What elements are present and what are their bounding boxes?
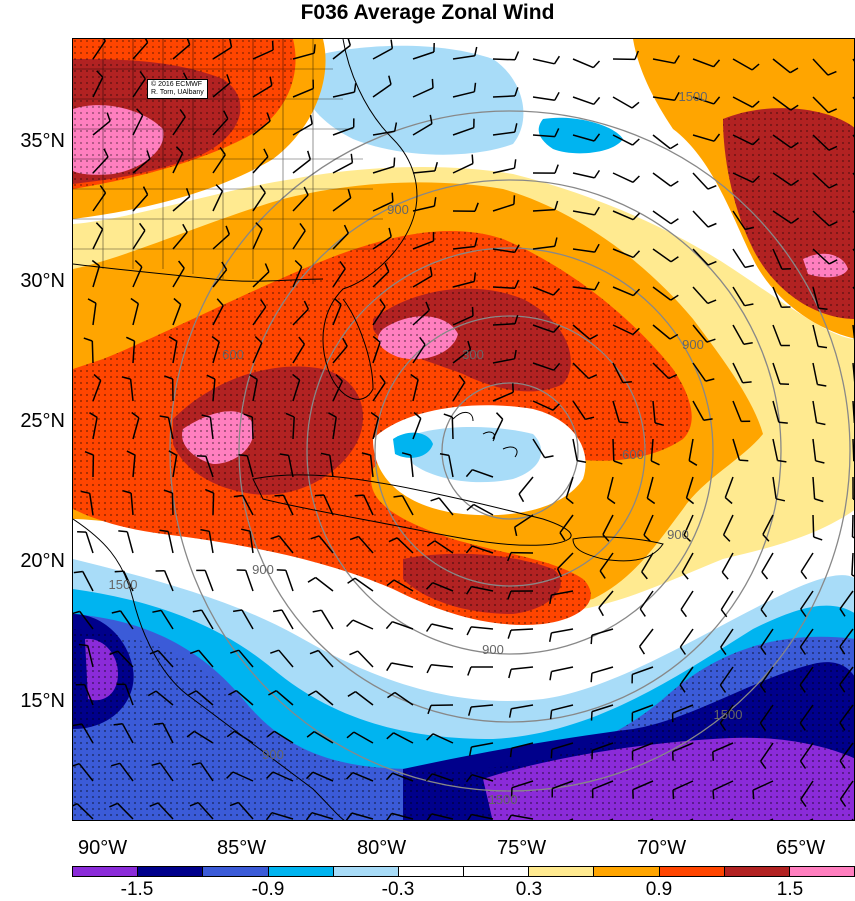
- wind-barb-flag: [592, 712, 593, 721]
- lon-label-75: 75°W: [497, 837, 546, 860]
- colorbar-segment-10: [660, 867, 725, 876]
- wind-barb-flag: [514, 195, 515, 204]
- wind-barb-flag: [154, 723, 163, 724]
- lon-label-80: 80°W: [357, 837, 406, 860]
- lon-label-85: 85°W: [217, 837, 266, 860]
- colorbar-segment-5: [334, 867, 399, 876]
- colorbar-segment-7: [464, 867, 529, 876]
- wind-barb-flag: [472, 155, 473, 164]
- colorbar-segment-1: [73, 867, 138, 876]
- wind-barb-flag: [355, 495, 364, 496]
- wind-barb-flag: [623, 382, 632, 383]
- colorbar-segment-2: [138, 867, 203, 876]
- zonal-wind-map: 1500 900 600 300 900 900 900 1500 1500 900 1500 900…: [73, 39, 855, 821]
- contour-label: 900: [252, 562, 274, 577]
- colorbar-segment-12: [790, 867, 854, 876]
- wind-barb-flag: [314, 44, 315, 53]
- wind-barb-staff: [172, 493, 173, 515]
- colorbar-segment-6: [399, 867, 464, 876]
- wind-barb-flag: [779, 422, 788, 423]
- wind-barb-staff: [92, 341, 93, 363]
- contour-label: 900: [667, 527, 689, 542]
- contour-label: 1500: [489, 792, 518, 807]
- wind-barb-staff: [452, 417, 453, 439]
- wind-barb-staff: [613, 439, 614, 461]
- lat-label-35: 35°N: [0, 130, 65, 153]
- wind-barb-staff: [493, 59, 515, 60]
- wind-barb-flag: [473, 307, 474, 316]
- contour-label: 1500: [679, 89, 708, 104]
- wind-barb-flag: [394, 158, 395, 167]
- contour-label: 900: [387, 202, 409, 217]
- lat-label-30: 30°N: [0, 270, 65, 293]
- wind-barb-flag: [591, 673, 592, 682]
- wind-barb-flag: [739, 460, 748, 461]
- contour-label: 900: [262, 747, 284, 762]
- wind-barb-flag: [713, 752, 714, 761]
- lat-label-20: 20°N: [0, 550, 65, 573]
- wind-barb-flag: [551, 749, 552, 758]
- wind-barb-flag: [753, 790, 754, 799]
- colorbar-label-3: -0.3: [382, 879, 415, 901]
- lat-label-25: 25°N: [0, 410, 65, 433]
- wind-barb-flag: [392, 193, 393, 202]
- wind-barb-flag: [713, 790, 714, 799]
- contour-label: 600: [622, 447, 644, 462]
- colorbar-label-6: 1.5: [777, 879, 803, 901]
- wind-barb-staff: [853, 439, 854, 461]
- wind-barb-flag: [432, 79, 433, 88]
- wind-barb-flag: [619, 422, 628, 423]
- wind-barb-flag: [115, 571, 124, 572]
- wind-barb-staff: [252, 417, 253, 439]
- wind-barb-staff: [213, 493, 214, 515]
- contour-label: 900: [682, 337, 704, 352]
- lon-label-70: 70°W: [637, 837, 686, 860]
- lat-label-15: 15°N: [0, 690, 65, 713]
- colorbar-segment-4: [269, 867, 334, 876]
- lon-label-90: 90°W: [78, 837, 127, 860]
- lon-label-65: 65°W: [776, 837, 825, 860]
- map-title: F036 Average Zonal Wind: [0, 0, 855, 26]
- colorbar-segment-9: [594, 867, 659, 876]
- colorbar-segment-8: [529, 867, 594, 876]
- colorbar-label-2: -0.9: [252, 879, 285, 901]
- contour-label: 1500: [109, 577, 138, 592]
- contour-label: 1500: [714, 707, 743, 722]
- map-panel[interactable]: © 2016 ECMWF R. Torn, UAlbany: [72, 38, 855, 821]
- wind-barb-flag: [238, 455, 247, 456]
- credit-box: © 2016 ECMWF R. Torn, UAlbany: [147, 79, 208, 99]
- credit-line-1: © 2016 ECMWF: [151, 81, 204, 89]
- wind-barb-flag: [551, 710, 552, 719]
- wind-barb-flag: [743, 382, 752, 383]
- contour-label: 900: [482, 642, 504, 657]
- contour-label: 600: [222, 347, 244, 362]
- wind-barb-flag: [591, 635, 592, 644]
- wind-barb-flag: [315, 495, 324, 496]
- wind-barb-flag: [118, 531, 127, 532]
- colorbar-segment-11: [725, 867, 790, 876]
- wind-barb-flag: [819, 308, 828, 309]
- colorbar-segment-3: [203, 867, 268, 876]
- colorbar: [72, 866, 855, 877]
- colorbar-label-4: 0.3: [516, 879, 542, 901]
- wind-barb-staff: [853, 515, 854, 537]
- wind-barb-staff: [813, 515, 814, 537]
- contour-label: 300: [462, 347, 484, 362]
- colorbar-label-5: 0.9: [646, 879, 672, 901]
- colorbar-label-1: -1.5: [121, 879, 154, 901]
- credit-line-2: R. Torn, UAlbany: [151, 89, 204, 97]
- wind-barb-flag: [474, 273, 475, 282]
- wind-barb-flag: [673, 790, 674, 799]
- wind-barb-flag: [273, 41, 274, 50]
- wind-barb-flag: [275, 495, 284, 496]
